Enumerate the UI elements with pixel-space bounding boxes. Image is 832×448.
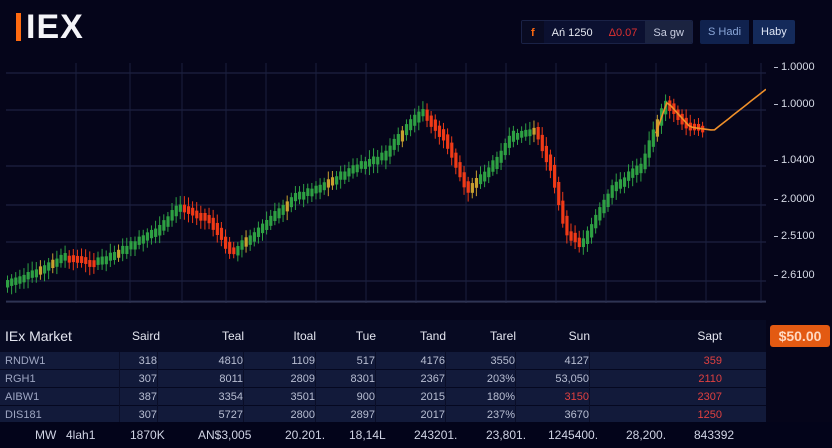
column-header[interactable]: Sun <box>568 329 590 343</box>
column-header[interactable]: Tand <box>419 329 446 343</box>
column-header[interactable]: Itoal <box>293 329 316 343</box>
footer-value: 243201. <box>414 428 458 442</box>
alert-icon-button[interactable]: f <box>522 21 544 43</box>
column-header[interactable]: Teal <box>221 329 244 343</box>
value-cell: 2809 <box>244 369 316 388</box>
value-cell: 3354 <box>158 387 244 406</box>
value-cell: 53,050 <box>516 369 590 388</box>
column-header[interactable]: Tue <box>355 329 376 343</box>
iex-logo[interactable]: IEX <box>16 10 84 44</box>
column-header[interactable]: Sapt <box>697 329 722 343</box>
footer-value: 20.201. <box>285 428 326 442</box>
value-cell: 5727 <box>158 405 244 424</box>
value-cell: 517 <box>316 351 376 370</box>
value-cell: 318 <box>120 351 158 370</box>
y-tick: 1.0000 <box>774 61 815 73</box>
symbol-cell: DIS181 <box>0 405 120 424</box>
footer-value: 843392 <box>694 428 735 442</box>
value-cell: 307 <box>120 405 158 424</box>
table-footer: MW 4lah1 1870K AN$3,005 20.201. 18,14L 2… <box>0 422 832 448</box>
help-button[interactable]: Haby <box>753 20 795 44</box>
symbol-cell: AIBW1 <box>0 387 120 406</box>
value-cell: 387 <box>120 387 158 406</box>
value-cell: 2307 <box>697 390 722 403</box>
value-cell: 2367 <box>376 369 446 388</box>
value-cell: 8011 <box>158 369 244 388</box>
value-cell: 3501 <box>244 387 316 406</box>
value-cell: 4127 <box>516 351 590 370</box>
change-value: Δ0.07 <box>600 21 646 43</box>
symbol-cell: RGH1 <box>0 369 120 388</box>
value-cell: 2800 <box>244 405 316 424</box>
value-cell: 180% <box>446 387 516 406</box>
footer-value: 28,200. <box>626 428 667 442</box>
search-health-button[interactable]: S Hadi <box>700 20 750 44</box>
value-cell: 2015 <box>376 387 446 406</box>
header-actions: S Hadi Haby <box>700 20 795 44</box>
value-cell: 2897 <box>316 405 376 424</box>
logo-accent-bar <box>16 13 21 41</box>
table-title: IEx Market <box>5 328 72 344</box>
y-tick: 2.6100 <box>774 269 815 281</box>
footer-value: 4lah1 <box>66 428 96 442</box>
table-row[interactable]: RNDW1 318 4810 1109 517 4176 3550 4127 3… <box>0 351 766 370</box>
candlestick-chart[interactable] <box>6 63 766 303</box>
column-header[interactable]: Tarel <box>489 329 516 343</box>
value-cell: 3150 <box>516 387 590 406</box>
stage-button[interactable]: Sa gw <box>645 21 692 43</box>
value-cell: 2110 <box>698 372 722 385</box>
footer-value: 23,801. <box>486 428 527 442</box>
logo-text: IEX <box>26 8 84 46</box>
value-cell: 900 <box>316 387 376 406</box>
value-cell: 4810 <box>158 351 244 370</box>
value-cell: 8301 <box>316 369 376 388</box>
y-tick: 2.0000 <box>774 193 815 205</box>
footer-value: AN$3,005 <box>198 428 252 442</box>
footer-value: 18,14L <box>349 428 386 442</box>
value-cell: 4176 <box>376 351 446 370</box>
footer-value: MW <box>35 428 57 442</box>
value-cell: 237% <box>446 405 516 424</box>
value-cell: 203% <box>446 369 516 388</box>
value-cell: 3670 <box>516 405 590 424</box>
value-cell: 1250 <box>697 408 722 421</box>
price-axis: 1.0000 1.0000 1.0400 2.0000 2.5100 2.610… <box>768 61 832 303</box>
price-value: Ań 1250 <box>543 21 601 43</box>
value-cell: 3550 <box>446 351 516 370</box>
value-cell: 1109 <box>244 351 316 370</box>
value-cell: 307 <box>120 369 158 388</box>
table-row[interactable]: RGH1 307 8011 2809 8301 2367 203% 53,050… <box>0 369 766 388</box>
price-badge[interactable]: $50.00 <box>770 325 830 347</box>
y-tick: 1.0000 <box>774 98 815 110</box>
chart-canvas <box>6 63 766 303</box>
y-tick: 1.0400 <box>774 154 815 166</box>
value-cell: 2017 <box>376 405 446 424</box>
footer-value: 1245400. <box>548 428 599 442</box>
column-header[interactable]: Saird <box>131 329 160 343</box>
y-tick: 2.5100 <box>774 230 815 242</box>
table-row[interactable]: DIS181 307 5727 2800 2897 2017 237% 3670… <box>0 405 766 424</box>
ticker-controls: f Ań 1250 Δ0.07 Sa gw <box>521 20 693 44</box>
table-row[interactable]: AIBW1 387 3354 3501 900 2015 180% 3150 2… <box>0 387 766 406</box>
symbol-cell: RNDW1 <box>0 351 120 370</box>
table-header: IEx Market Saird Teal Itoal Tue Tand Tar… <box>0 320 766 352</box>
value-cell: 359 <box>703 354 722 367</box>
footer-value: 1870K <box>130 428 165 442</box>
